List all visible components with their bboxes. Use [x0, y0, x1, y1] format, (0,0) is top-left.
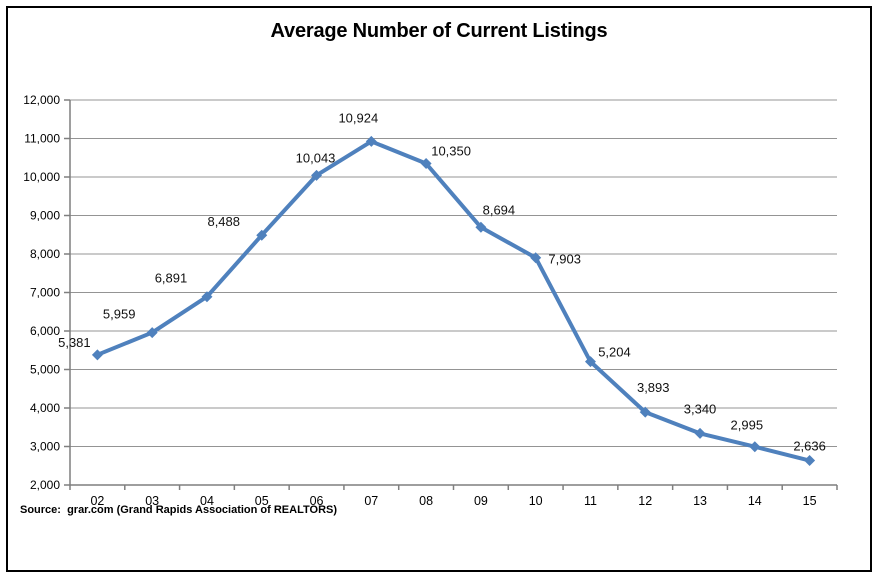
x-axis-tick-label: 06: [310, 494, 324, 508]
y-axis-tick-label: 3,000: [30, 440, 60, 454]
x-axis-tick-label: 14: [748, 494, 762, 508]
data-point-marker: [146, 327, 158, 339]
x-axis-tick-label: 12: [638, 494, 652, 508]
data-point-marker: [584, 356, 596, 368]
data-label: 8,694: [483, 202, 516, 217]
data-point-marker: [530, 252, 542, 264]
data-point-marker: [420, 158, 432, 170]
x-axis-tick-label: 11: [584, 494, 597, 508]
y-axis-tick-label: 6,000: [30, 324, 60, 338]
data-point-marker: [804, 455, 816, 467]
data-point-marker: [639, 406, 651, 418]
data-label: 5,959: [103, 307, 136, 322]
y-axis-tick-label: 8,000: [30, 247, 60, 261]
data-label: 5,381: [58, 335, 91, 350]
data-point-marker: [201, 291, 213, 303]
x-axis-tick-label: 05: [255, 494, 269, 508]
data-point-marker: [256, 229, 268, 241]
data-point-marker: [311, 169, 323, 181]
data-point-marker: [475, 221, 487, 233]
data-label: 2,995: [731, 418, 764, 433]
y-axis-tick-label: 5,000: [30, 363, 60, 377]
data-label: 8,488: [207, 214, 240, 229]
x-axis-tick-label: 07: [364, 494, 378, 508]
y-axis-tick-label: 11,000: [24, 132, 60, 146]
y-axis-tick-label: 2,000: [30, 478, 60, 492]
data-point-marker: [91, 349, 103, 361]
data-label: 10,043: [296, 150, 336, 165]
data-label: 6,891: [155, 271, 188, 286]
data-label: 10,924: [338, 110, 378, 125]
data-point-marker: [749, 441, 761, 453]
data-label: 3,893: [637, 380, 670, 395]
y-axis-tick-label: 9,000: [30, 209, 60, 223]
x-axis-tick-label: 02: [90, 494, 104, 508]
data-label: 10,350: [431, 144, 471, 159]
x-axis-tick-label: 04: [200, 494, 214, 508]
x-axis-tick-label: 09: [474, 494, 488, 508]
y-axis-tick-label: 7,000: [30, 286, 60, 300]
y-axis-tick-label: 12,000: [23, 93, 60, 107]
data-label: 7,903: [548, 252, 581, 267]
data-point-marker: [365, 135, 377, 147]
source-note: Source: grar.com (Grand Rapids Associati…: [20, 504, 338, 516]
x-axis-tick-label: 13: [693, 494, 707, 508]
x-axis-tick-label: 15: [803, 494, 817, 508]
data-point-marker: [694, 427, 706, 439]
data-label: 5,204: [598, 345, 631, 360]
x-axis-tick-label: 10: [529, 494, 543, 508]
series-line: [95, 139, 812, 463]
x-axis-tick-label: 08: [419, 494, 433, 508]
y-axis-tick-label: 10,000: [23, 170, 60, 184]
data-label: 2,636: [793, 439, 826, 454]
y-axis-tick-label: 4,000: [30, 401, 60, 415]
chart-title: Average Number of Current Listings: [270, 20, 608, 42]
x-axis-tick-label: 03: [145, 494, 159, 508]
data-label: 3,340: [684, 401, 717, 416]
